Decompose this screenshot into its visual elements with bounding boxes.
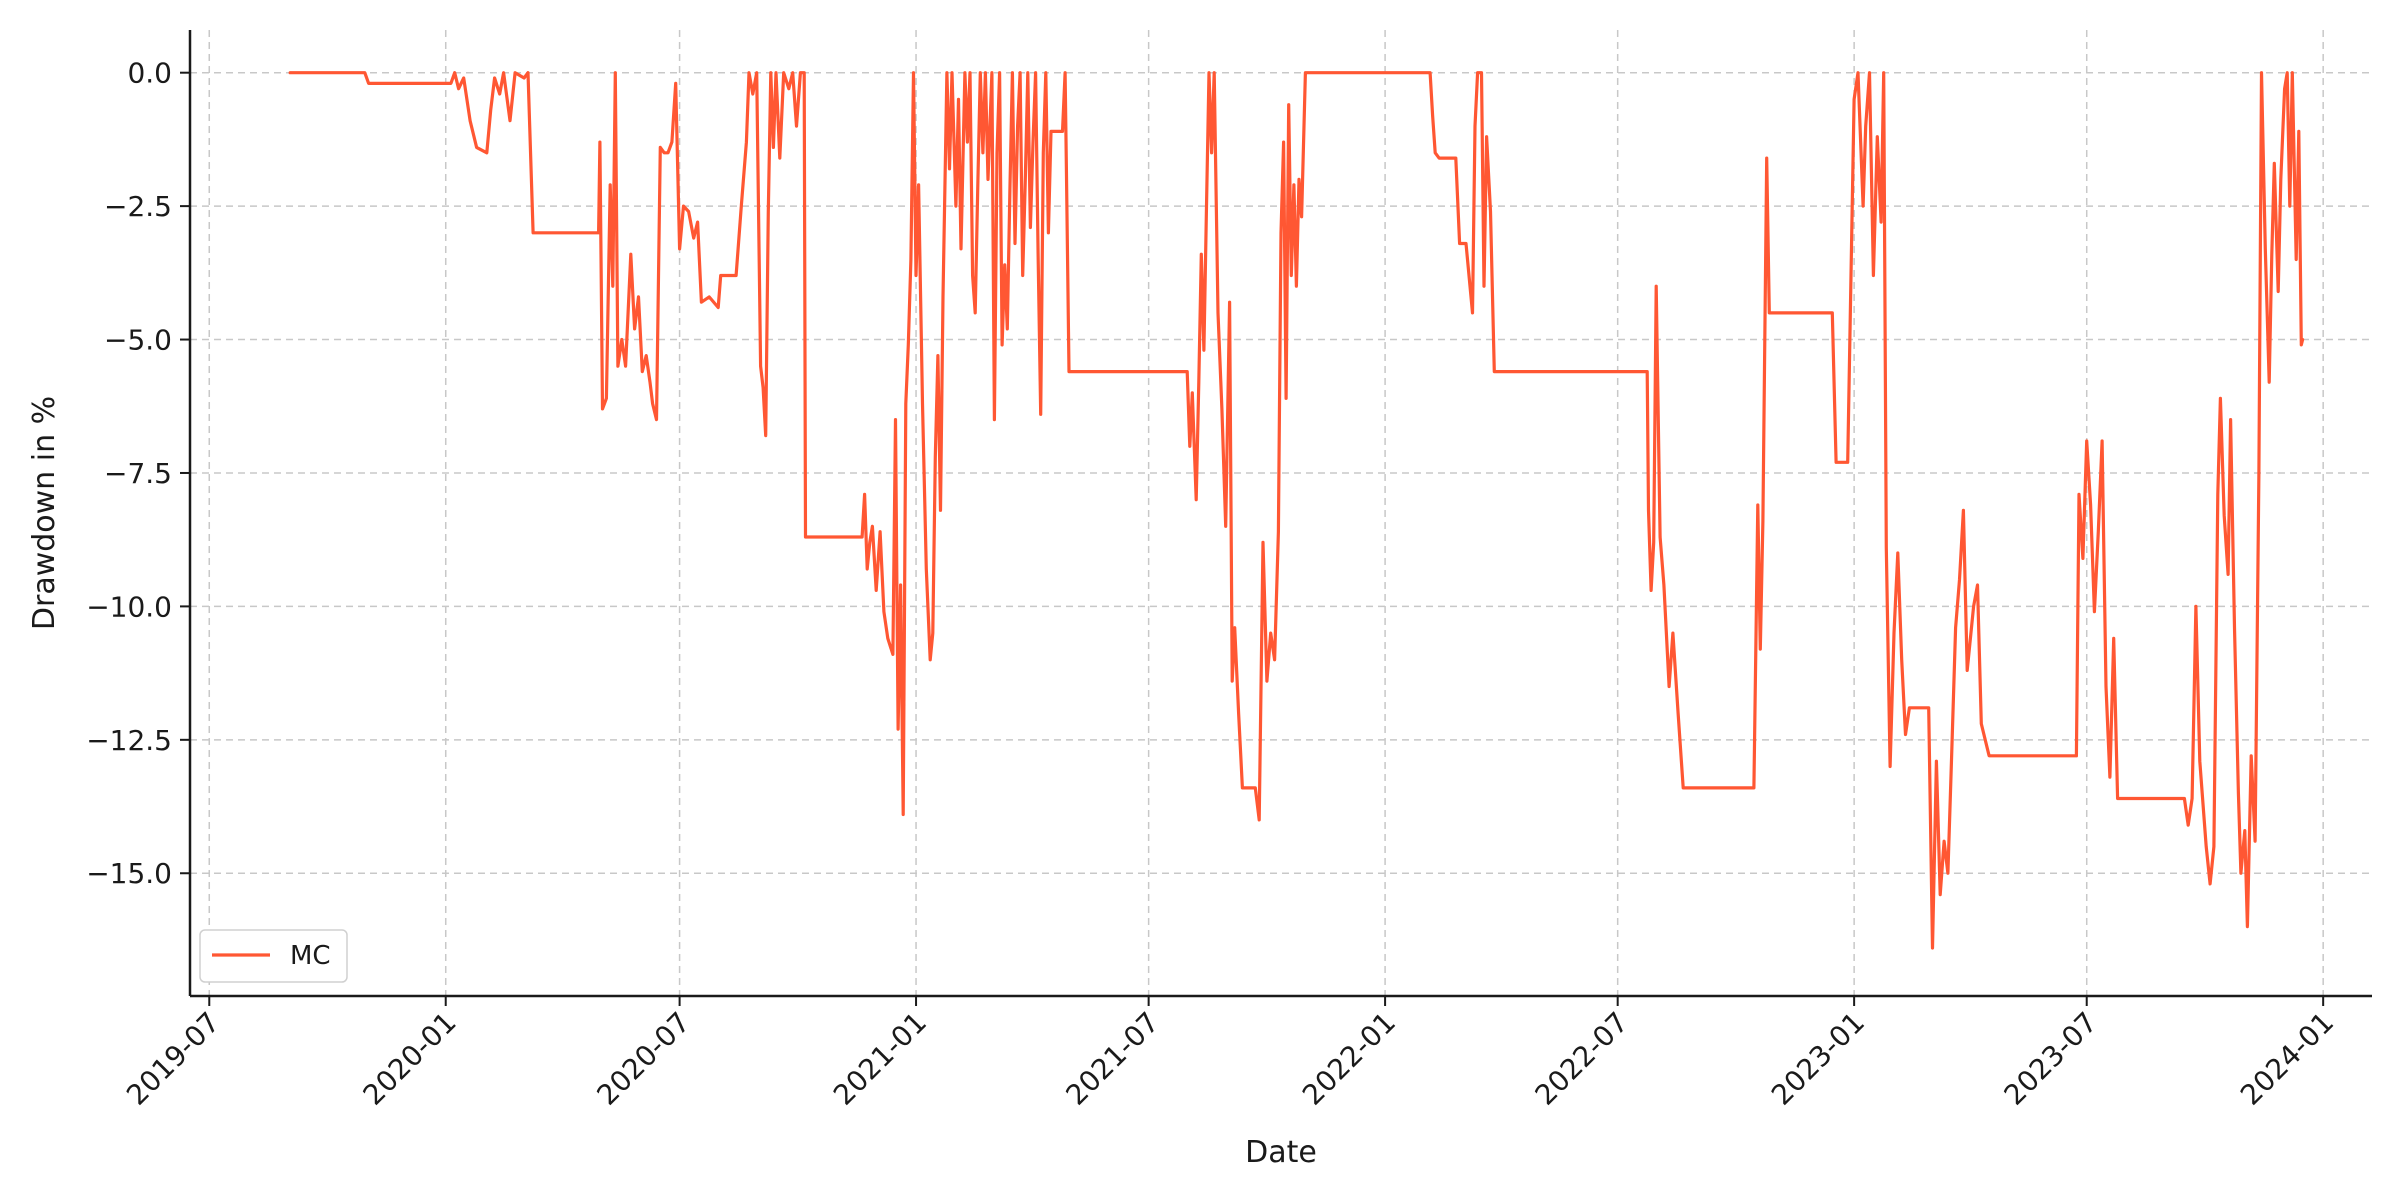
legend-label-mc: MC bbox=[290, 941, 331, 971]
x-tick-label: 2021-07 bbox=[1060, 1006, 1166, 1112]
grid-lines bbox=[190, 30, 2372, 996]
y-tick-label: −10.0 bbox=[86, 590, 172, 623]
series-layer bbox=[288, 71, 2305, 950]
x-tick-label: 2019-07 bbox=[120, 1006, 226, 1112]
y-tick-label: −2.5 bbox=[104, 190, 172, 223]
y-tick-label: −5.0 bbox=[104, 324, 172, 357]
x-axis-label: Date bbox=[1245, 1135, 1317, 1170]
legend: MC bbox=[199, 929, 348, 983]
axis-ticks: 2019-07 2020-01 2020-07 2021-01 2021-07 2022-… bbox=[86, 57, 2340, 1112]
x-tick-label: 2020-07 bbox=[590, 1006, 696, 1112]
series-line-mc bbox=[288, 71, 2305, 950]
x-tick-label: 2022-07 bbox=[1529, 1006, 1635, 1112]
y-tick-label: −12.5 bbox=[86, 724, 172, 757]
y-tick-label: −15.0 bbox=[86, 857, 172, 890]
x-tick-label: 2020-01 bbox=[357, 1006, 463, 1112]
y-axis-label: Drawdown in % bbox=[27, 396, 62, 630]
axes bbox=[188, 30, 2372, 998]
x-tick-label: 2024-01 bbox=[2234, 1006, 2340, 1112]
x-tick-label: 2021-01 bbox=[827, 1006, 933, 1112]
legend-box bbox=[199, 929, 348, 983]
x-tick-label: 2023-07 bbox=[1998, 1006, 2104, 1112]
x-tick-label: 2023-01 bbox=[1765, 1006, 1871, 1112]
x-tick-label: 2022-01 bbox=[1296, 1006, 1402, 1112]
y-tick-label: 0.0 bbox=[127, 57, 172, 90]
y-tick-label: −7.5 bbox=[104, 457, 172, 490]
